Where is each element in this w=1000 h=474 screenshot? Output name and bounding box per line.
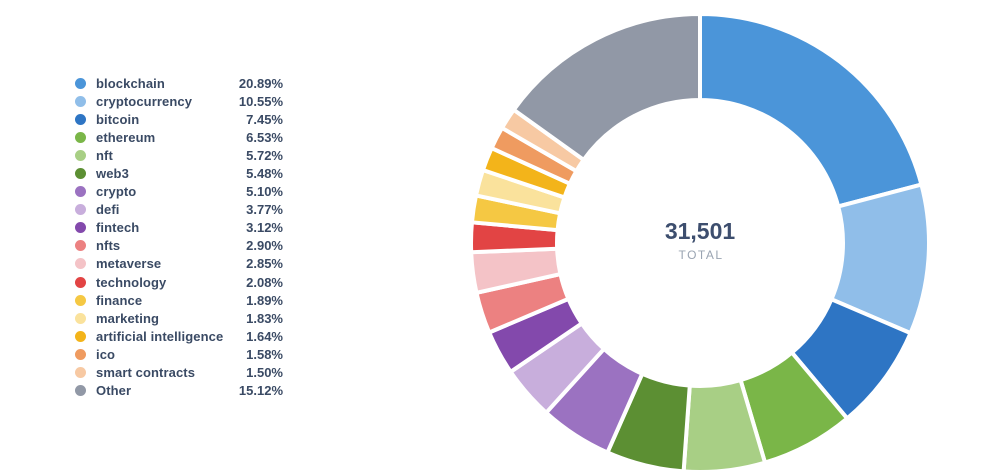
legend-item-percent: 2.90%: [246, 238, 283, 254]
legend-item-percent: 1.89%: [246, 292, 283, 308]
legend-item-metaverse[interactable]: metaverse 2.85%: [75, 255, 283, 273]
donut-center-total-label: TOTAL: [678, 248, 723, 262]
legend-item-label: cryptocurrency: [96, 93, 193, 109]
legend-color-dot-icon: [75, 77, 86, 89]
legend-item-percent: 7.45%: [246, 111, 283, 127]
legend-color-dot-icon: [75, 131, 86, 143]
legend-item-smart-contracts[interactable]: smart contracts 1.50%: [75, 364, 283, 382]
legend-item-label: nft: [96, 147, 113, 163]
legend-item-ico[interactable]: ico 1.58%: [75, 345, 283, 363]
legend-color-dot-icon: [75, 258, 86, 270]
legend-color-dot-icon: [75, 294, 86, 306]
legend-color-dot-icon: [75, 204, 86, 216]
legend-item-percent: 1.58%: [246, 346, 283, 362]
chart-legend: blockchain 20.89% cryptocurrency 10.55% …: [75, 74, 283, 400]
legend-item-marketing[interactable]: marketing 1.83%: [75, 309, 283, 327]
legend-color-dot-icon: [75, 348, 86, 360]
legend-color-dot-icon: [75, 312, 86, 324]
legend-item-label: metaverse: [96, 256, 162, 272]
legend-item-percent: 5.10%: [246, 184, 283, 200]
legend-item-percent: 1.83%: [246, 310, 283, 326]
slice-other[interactable]: [510, 11, 702, 163]
legend-item-fintech[interactable]: fintech 3.12%: [75, 219, 283, 237]
legend-item-percent: 3.77%: [246, 202, 283, 218]
legend-item-label: nfts: [96, 238, 121, 254]
legend-item-finance[interactable]: finance 1.89%: [75, 291, 283, 309]
legend-item-percent: 6.53%: [246, 129, 283, 145]
donut-center-total-value: 31,501: [665, 218, 736, 244]
legend-color-dot-icon: [75, 276, 86, 288]
legend-item-percent: 1.64%: [246, 328, 283, 344]
legend-item-label: crypto: [96, 184, 137, 200]
legend-color-dot-icon: [75, 385, 86, 397]
legend-item-nfts[interactable]: nfts 2.90%: [75, 237, 283, 255]
legend-item-label: blockchain: [96, 75, 165, 91]
legend-item-percent: 3.12%: [246, 220, 283, 236]
legend-item-percent: 20.89%: [238, 75, 283, 91]
legend-item-label: marketing: [96, 310, 160, 326]
legend-item-other[interactable]: Other 15.12%: [75, 382, 283, 400]
legend-item-percent: 5.72%: [246, 147, 283, 163]
legend-item-ethereum[interactable]: ethereum 6.53%: [75, 128, 283, 146]
legend-item-percent: 1.50%: [246, 365, 283, 381]
legend-item-label: artificial intelligence: [96, 328, 224, 344]
legend-color-dot-icon: [75, 149, 86, 161]
legend-item-percent: 5.48%: [246, 166, 283, 182]
slice-blockchain[interactable]: [698, 11, 924, 209]
legend-item-label: bitcoin: [96, 111, 140, 127]
legend-color-dot-icon: [75, 95, 86, 107]
legend-color-dot-icon: [75, 222, 86, 234]
legend-color-dot-icon: [75, 186, 86, 198]
legend-item-cryptocurrency[interactable]: cryptocurrency 10.55%: [75, 92, 283, 110]
legend-item-percent: 2.08%: [246, 274, 283, 290]
legend-item-defi[interactable]: defi 3.77%: [75, 201, 283, 219]
donut-slices: [469, 11, 932, 474]
legend-item-nft[interactable]: nft 5.72%: [75, 146, 283, 164]
legend-item-label: defi: [96, 202, 120, 218]
legend-color-dot-icon: [75, 113, 86, 125]
legend-item-bitcoin[interactable]: bitcoin 7.45%: [75, 110, 283, 128]
legend-color-dot-icon: [75, 367, 86, 379]
legend-item-label: technology: [96, 274, 167, 290]
legend-item-blockchain[interactable]: blockchain 20.89%: [75, 74, 283, 92]
legend-item-percent: 15.12%: [238, 383, 283, 399]
legend-item-web3[interactable]: web3 5.48%: [75, 164, 283, 182]
legend-item-label: ethereum: [96, 129, 156, 145]
legend-item-technology[interactable]: technology 2.08%: [75, 273, 283, 291]
legend-item-label: smart contracts: [96, 365, 196, 381]
legend-item-label: web3: [96, 166, 129, 182]
legend-color-dot-icon: [75, 168, 86, 180]
legend-item-label: finance: [96, 292, 143, 308]
legend-item-label: Other: [96, 383, 132, 399]
legend-item-percent: 2.85%: [246, 256, 283, 272]
legend-item-percent: 10.55%: [238, 93, 283, 109]
legend-item-label: fintech: [96, 220, 140, 236]
legend-item-label: ico: [96, 346, 116, 362]
legend-item-crypto[interactable]: crypto 5.10%: [75, 183, 283, 201]
legend-color-dot-icon: [75, 330, 86, 342]
legend-item-artificial-intelligence[interactable]: artificial intelligence 1.64%: [75, 327, 283, 345]
legend-color-dot-icon: [75, 240, 86, 252]
